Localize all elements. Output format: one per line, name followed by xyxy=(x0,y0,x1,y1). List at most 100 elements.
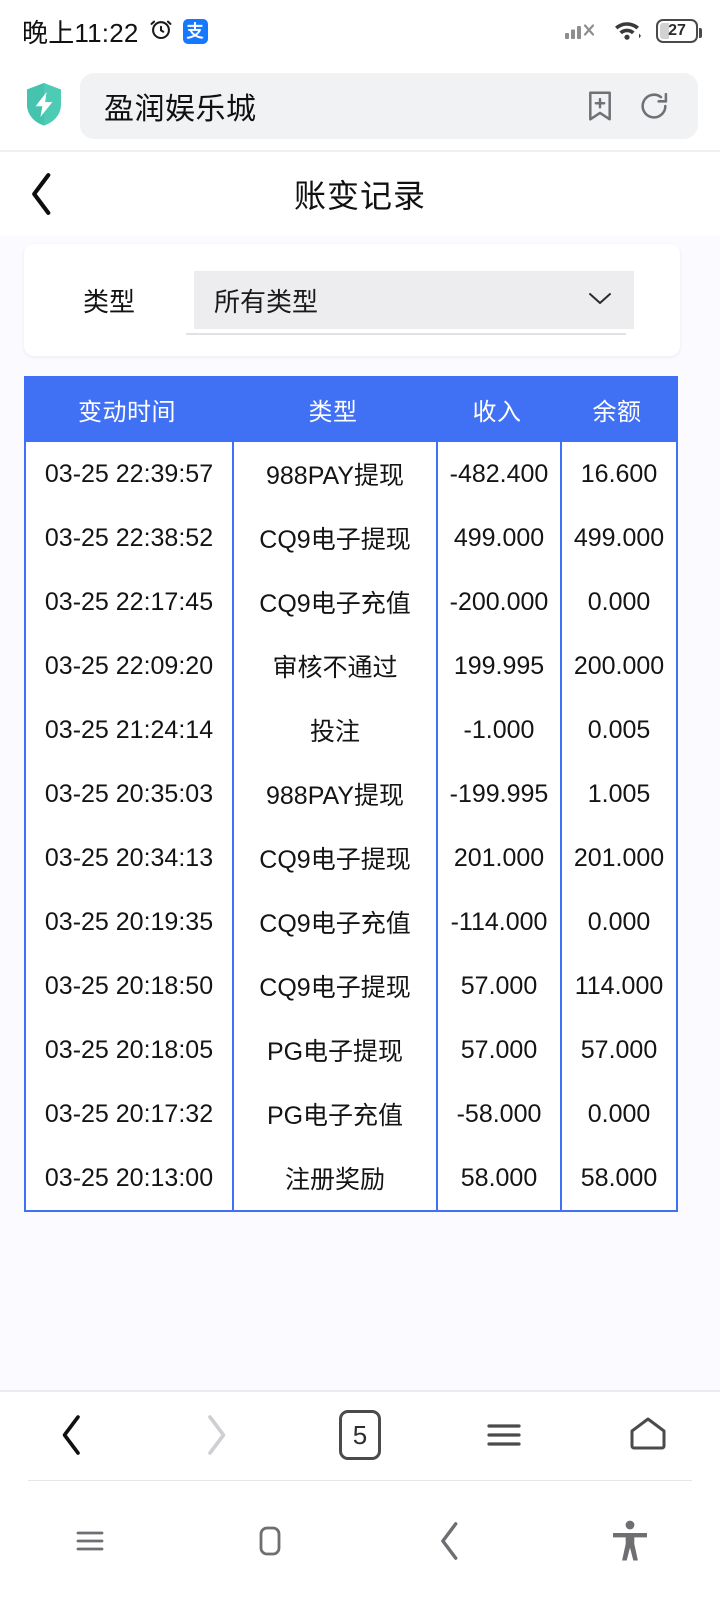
filter-label: 类型 xyxy=(82,286,135,317)
cell-time: 03-25 20:17:32 xyxy=(44,1099,214,1128)
page-header: 账变记录 xyxy=(0,152,720,236)
table-row: 03-25 22:38:52 CQ9电子提现 499.000 499.000 xyxy=(26,506,676,570)
cell-type: 988PAY提现 xyxy=(232,442,438,506)
table-row: 03-25 20:18:50 CQ9电子提现 57.000 114.000 xyxy=(26,954,676,1018)
url-bar[interactable]: 盈润娱乐城 xyxy=(80,73,698,139)
cell-time: 03-25 20:13:00 xyxy=(44,1163,214,1192)
cell-time: 03-25 20:35:03 xyxy=(44,779,214,808)
cell-time: 03-25 20:18:50 xyxy=(44,971,214,1000)
cell-balance: 201.000 xyxy=(573,843,665,872)
cell-type: PG电子充值 xyxy=(232,1082,438,1146)
table-row: 03-25 20:35:03 988PAY提现 -199.995 1.005 xyxy=(26,762,676,826)
table-row: 03-25 20:18:05 PG电子提现 57.000 57.000 xyxy=(26,1018,676,1082)
table-body: 03-25 22:39:57 988PAY提现 -482.400 16.600 03-2… xyxy=(26,442,676,1210)
cell-time: 03-25 22:17:45 xyxy=(44,587,214,616)
tab-count-label: 5 xyxy=(339,1410,381,1460)
page-title: 账变记录 xyxy=(293,178,426,214)
table-header-row: 变动时间 类型 收入 余额 xyxy=(24,376,678,442)
table-row: 03-25 22:39:57 988PAY提现 -482.400 16.600 xyxy=(26,442,676,506)
cell-income: -58.000 xyxy=(438,1082,562,1146)
status-bar-left: 晚上11:22 支 xyxy=(22,13,208,50)
site-title: 盈润娱乐城 xyxy=(104,93,257,126)
table-row: 03-25 21:24:14 投注 -1.000 0.005 xyxy=(26,698,676,762)
cell-type: PG电子提现 xyxy=(232,1018,438,1082)
home-icon[interactable] xyxy=(598,1392,698,1478)
column-header-balance: 余额 xyxy=(592,398,642,426)
table-row: 03-25 20:13:00 注册奖励 58.000 58.000 xyxy=(26,1146,676,1210)
hamburger-menu-icon[interactable] xyxy=(454,1392,554,1478)
cell-type: 988PAY提现 xyxy=(232,762,438,826)
browser-toolbar: 盈润娱乐城 xyxy=(0,62,720,150)
cell-balance: 499.000 xyxy=(573,523,665,552)
type-select[interactable]: 所有类型 xyxy=(194,271,634,329)
accessibility-icon[interactable] xyxy=(540,1481,720,1600)
recents-icon[interactable] xyxy=(0,1481,180,1600)
cell-time: 03-25 21:24:14 xyxy=(44,715,214,744)
cell-type: CQ9电子提现 xyxy=(232,954,438,1018)
cell-balance: 1.005 xyxy=(587,779,651,808)
table-row: 03-25 22:09:20 审核不通过 199.995 200.000 xyxy=(26,634,676,698)
cell-type: 注册奖励 xyxy=(232,1146,438,1210)
cell-income: -1.000 xyxy=(438,698,562,762)
add-bookmark-icon[interactable] xyxy=(580,86,620,126)
tab-count-button[interactable]: 5 xyxy=(310,1392,410,1478)
select-underline xyxy=(186,333,626,335)
wifi-icon xyxy=(610,16,644,47)
cell-balance: 0.000 xyxy=(587,907,651,936)
chevron-down-icon xyxy=(586,289,614,312)
page-back-button[interactable] xyxy=(0,152,84,236)
cell-income: 57.000 xyxy=(438,954,562,1018)
cell-income: 201.000 xyxy=(438,826,562,890)
alipay-icon: 支 xyxy=(182,18,208,44)
cell-income: -199.995 xyxy=(438,762,562,826)
cell-income: -482.400 xyxy=(438,442,562,506)
cell-type: CQ9电子提现 xyxy=(232,826,438,890)
column-header-time: 变动时间 xyxy=(78,398,176,426)
system-navigation-bar xyxy=(0,1481,720,1600)
page-content: 类型 所有类型 变动时间 类型 收入 余额 0 xyxy=(0,236,720,1390)
browser-back-button[interactable] xyxy=(22,1392,122,1478)
back-chevron-icon[interactable] xyxy=(360,1481,540,1600)
column-header-type: 类型 xyxy=(308,398,358,426)
table-row: 03-25 20:34:13 CQ9电子提现 201.000 201.000 xyxy=(26,826,676,890)
column-header-income: 收入 xyxy=(472,398,522,426)
cell-balance: 0.005 xyxy=(587,715,651,744)
status-bar: 晚上11:22 支 xyxy=(0,0,720,62)
transactions-table: 变动时间 类型 收入 余额 03-25 22:39:57 988PAY提现 -482… xyxy=(24,376,678,1212)
cell-type: CQ9电子提现 xyxy=(232,506,438,570)
shield-bolt-icon[interactable] xyxy=(22,80,66,133)
battery-icon: 27 xyxy=(656,19,702,43)
cell-balance: 58.000 xyxy=(580,1163,658,1192)
cell-balance: 200.000 xyxy=(573,651,665,680)
type-select-wrapper[interactable]: 所有类型 xyxy=(186,271,634,335)
browser-bottom-nav: 5 xyxy=(0,1392,720,1478)
cell-income: -200.000 xyxy=(438,570,562,634)
cell-income: 57.000 xyxy=(438,1018,562,1082)
cell-income: 58.000 xyxy=(438,1146,562,1210)
refresh-icon[interactable] xyxy=(634,86,674,126)
home-square-icon[interactable] xyxy=(180,1481,360,1600)
alarm-clock-icon xyxy=(148,16,174,47)
cell-type: CQ9电子充值 xyxy=(232,890,438,954)
cell-balance: 0.000 xyxy=(587,587,651,616)
filter-card: 类型 所有类型 xyxy=(24,244,680,356)
cell-balance: 114.000 xyxy=(574,971,664,1000)
browser-forward-button[interactable] xyxy=(166,1392,266,1478)
battery-level: 27 xyxy=(668,22,686,39)
cell-time: 03-25 22:39:57 xyxy=(44,459,214,488)
cell-income: 199.995 xyxy=(438,634,562,698)
table-row: 03-25 20:19:35 CQ9电子充值 -114.000 0.000 xyxy=(26,890,676,954)
cell-time: 03-25 22:38:52 xyxy=(44,523,214,552)
status-bar-right: 27 xyxy=(564,16,702,47)
cell-income: -114.000 xyxy=(438,890,562,954)
cell-time: 03-25 20:34:13 xyxy=(44,843,214,872)
toolbar-divider xyxy=(0,150,720,152)
system-nav-divider xyxy=(28,1480,692,1481)
cell-balance: 0.000 xyxy=(587,1099,651,1128)
table-row: 03-25 22:17:45 CQ9电子充值 -200.000 0.000 xyxy=(26,570,676,634)
cell-balance: 16.600 xyxy=(580,459,658,488)
status-time: 晚上11:22 xyxy=(22,17,139,48)
cell-time: 03-25 22:09:20 xyxy=(44,651,214,680)
cell-type: 审核不通过 xyxy=(232,634,438,698)
